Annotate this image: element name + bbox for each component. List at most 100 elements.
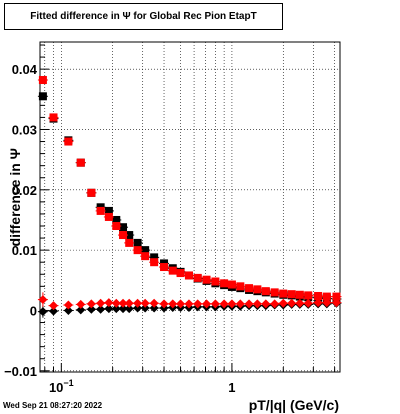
data-point <box>314 291 323 300</box>
data-point <box>112 222 121 231</box>
data-point <box>236 282 245 291</box>
data-point <box>112 215 121 224</box>
data-point <box>118 304 128 314</box>
y-tick-labels: −0.01 0 0.01 0.02 0.03 0.04 <box>4 62 38 379</box>
data-point <box>304 291 313 300</box>
data-point <box>227 280 236 289</box>
data-point <box>160 263 169 272</box>
data-point <box>184 271 193 280</box>
data-point <box>49 301 59 311</box>
data-point <box>38 92 47 101</box>
data-point <box>270 288 279 297</box>
data-point <box>124 298 134 308</box>
data-point <box>278 298 288 308</box>
data-point <box>64 137 73 146</box>
data-point <box>287 298 297 308</box>
data-point <box>38 295 48 305</box>
data-point <box>141 246 150 255</box>
data-point <box>202 299 212 309</box>
data-point <box>244 299 254 309</box>
data-point <box>96 304 106 314</box>
data-point <box>253 285 262 294</box>
data-point <box>313 298 323 308</box>
data-point <box>76 158 85 167</box>
data-point <box>252 299 262 309</box>
data-point <box>219 299 229 309</box>
data-point <box>159 299 169 309</box>
data-point <box>133 303 143 313</box>
data-point <box>49 113 58 122</box>
data-point <box>96 206 105 215</box>
series <box>37 76 342 318</box>
data-point <box>86 299 96 309</box>
data-point <box>322 292 331 301</box>
data-point <box>176 299 186 309</box>
y-tick-label: 0.02 <box>12 183 37 198</box>
data-point <box>125 231 134 240</box>
data-point <box>149 298 159 308</box>
data-point <box>104 206 113 215</box>
data-point <box>119 223 128 232</box>
data-point <box>118 298 128 308</box>
data-point <box>270 299 280 309</box>
y-axis-title: difference in Ψ <box>7 148 23 246</box>
data-point <box>235 299 245 309</box>
data-point <box>220 279 229 288</box>
data-point <box>111 298 121 308</box>
data-point <box>104 212 113 221</box>
x-tick-label: 10−1 <box>49 378 74 395</box>
y-tick-label: 0.01 <box>12 243 37 258</box>
data-point <box>76 299 86 309</box>
x-tick-label: 1 <box>228 380 235 395</box>
data-point <box>168 266 177 275</box>
data-point <box>261 299 271 309</box>
data-point <box>63 305 73 315</box>
data-point <box>38 76 47 85</box>
data-point <box>86 304 96 314</box>
grid <box>40 42 340 372</box>
data-point <box>150 253 159 262</box>
data-point <box>193 299 203 309</box>
data-point <box>76 305 86 315</box>
data-point <box>133 238 142 247</box>
data-point <box>125 238 134 247</box>
data-point <box>322 298 332 308</box>
data-point <box>111 304 121 314</box>
data-point <box>227 299 237 309</box>
chart-title: Fitted difference in Ψ for Global Rec Pi… <box>30 11 257 22</box>
data-point <box>295 298 305 308</box>
data-point <box>176 269 185 278</box>
data-point <box>184 299 194 309</box>
data-point <box>63 300 73 310</box>
data-point <box>149 303 159 313</box>
data-point <box>104 298 114 308</box>
chart-title-box: Fitted difference in Ψ for Global Rec Pi… <box>4 3 283 30</box>
data-point <box>140 298 150 308</box>
data-point <box>193 273 202 282</box>
data-point <box>245 284 254 293</box>
data-point <box>332 292 341 301</box>
data-point <box>279 289 288 298</box>
data-point <box>211 277 220 286</box>
data-point <box>210 299 220 309</box>
x-axis-title: pT/|q| (GeV/c) <box>249 397 339 413</box>
data-point <box>119 231 128 240</box>
x-tick-labels: 10−1 1 <box>49 378 236 395</box>
data-point <box>140 303 150 313</box>
y-tick-label: −0.01 <box>4 364 37 379</box>
data-point <box>303 298 313 308</box>
data-point <box>87 188 96 197</box>
axis-ticks <box>40 44 336 372</box>
data-point <box>150 258 159 267</box>
data-point <box>96 298 106 308</box>
data-point <box>49 306 59 316</box>
data-point <box>133 298 143 308</box>
plot-frame <box>39 41 341 373</box>
y-tick-label: 0.03 <box>12 122 37 137</box>
data-point <box>133 246 142 255</box>
y-tick-label: 0.04 <box>12 62 38 77</box>
data-point <box>141 252 150 261</box>
data-point <box>38 307 48 317</box>
y-tick-label: 0 <box>30 303 37 318</box>
